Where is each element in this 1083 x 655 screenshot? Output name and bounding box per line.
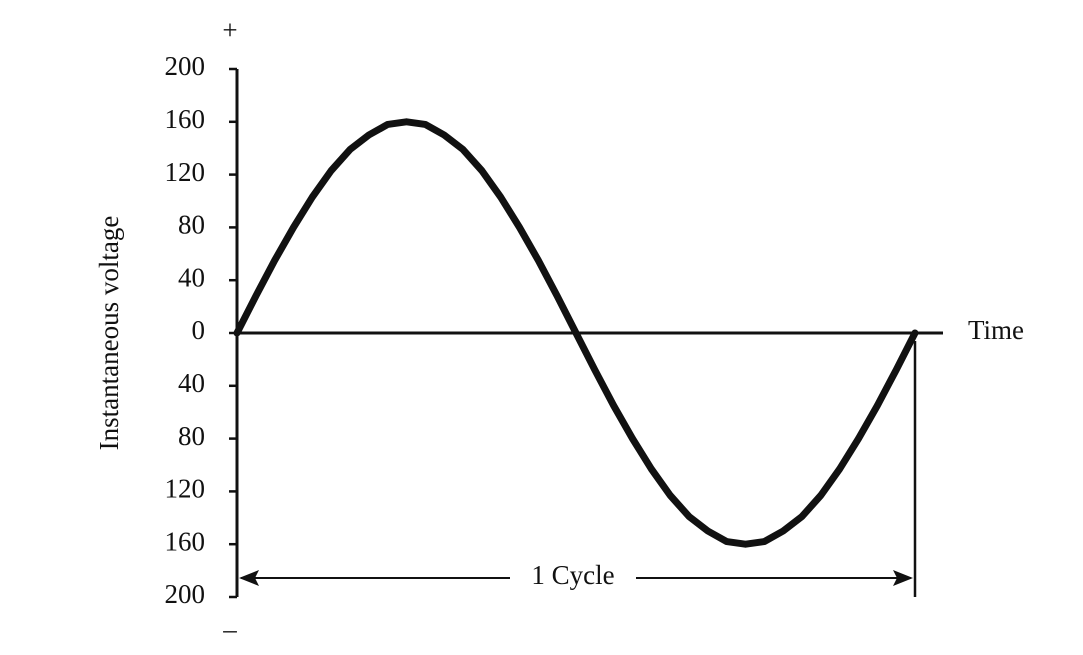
y-tick-label: 200 [165, 51, 206, 81]
arrow-head [893, 570, 913, 586]
y-tick-label: 0 [192, 315, 206, 345]
y-tick-label: 40 [178, 262, 205, 292]
y-top-sign: + [222, 15, 237, 45]
y-axis-label: Instantaneous voltage [94, 216, 124, 451]
x-axis-label: Time [968, 315, 1024, 345]
arrow-head [239, 570, 259, 586]
y-tick-label: 80 [178, 210, 205, 240]
y-bottom-sign: – [222, 614, 237, 644]
y-tick-label: 160 [165, 526, 206, 556]
y-tick-label: 160 [165, 104, 206, 134]
y-tick-label: 120 [165, 157, 206, 187]
y-tick-label: 120 [165, 474, 206, 504]
series-line [233, 118, 919, 548]
y-tick-label: 40 [178, 368, 205, 398]
annotation: 1 Cycle [531, 560, 614, 590]
y-tick-label: 80 [178, 421, 205, 451]
y-tick-label: 200 [165, 579, 206, 609]
